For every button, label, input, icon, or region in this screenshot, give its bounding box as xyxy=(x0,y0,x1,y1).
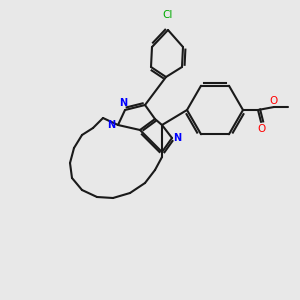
Text: O: O xyxy=(257,124,265,134)
Text: Cl: Cl xyxy=(163,10,173,20)
Text: N: N xyxy=(173,133,181,143)
Text: N: N xyxy=(107,120,115,130)
Text: O: O xyxy=(270,96,278,106)
Text: N: N xyxy=(119,98,127,108)
